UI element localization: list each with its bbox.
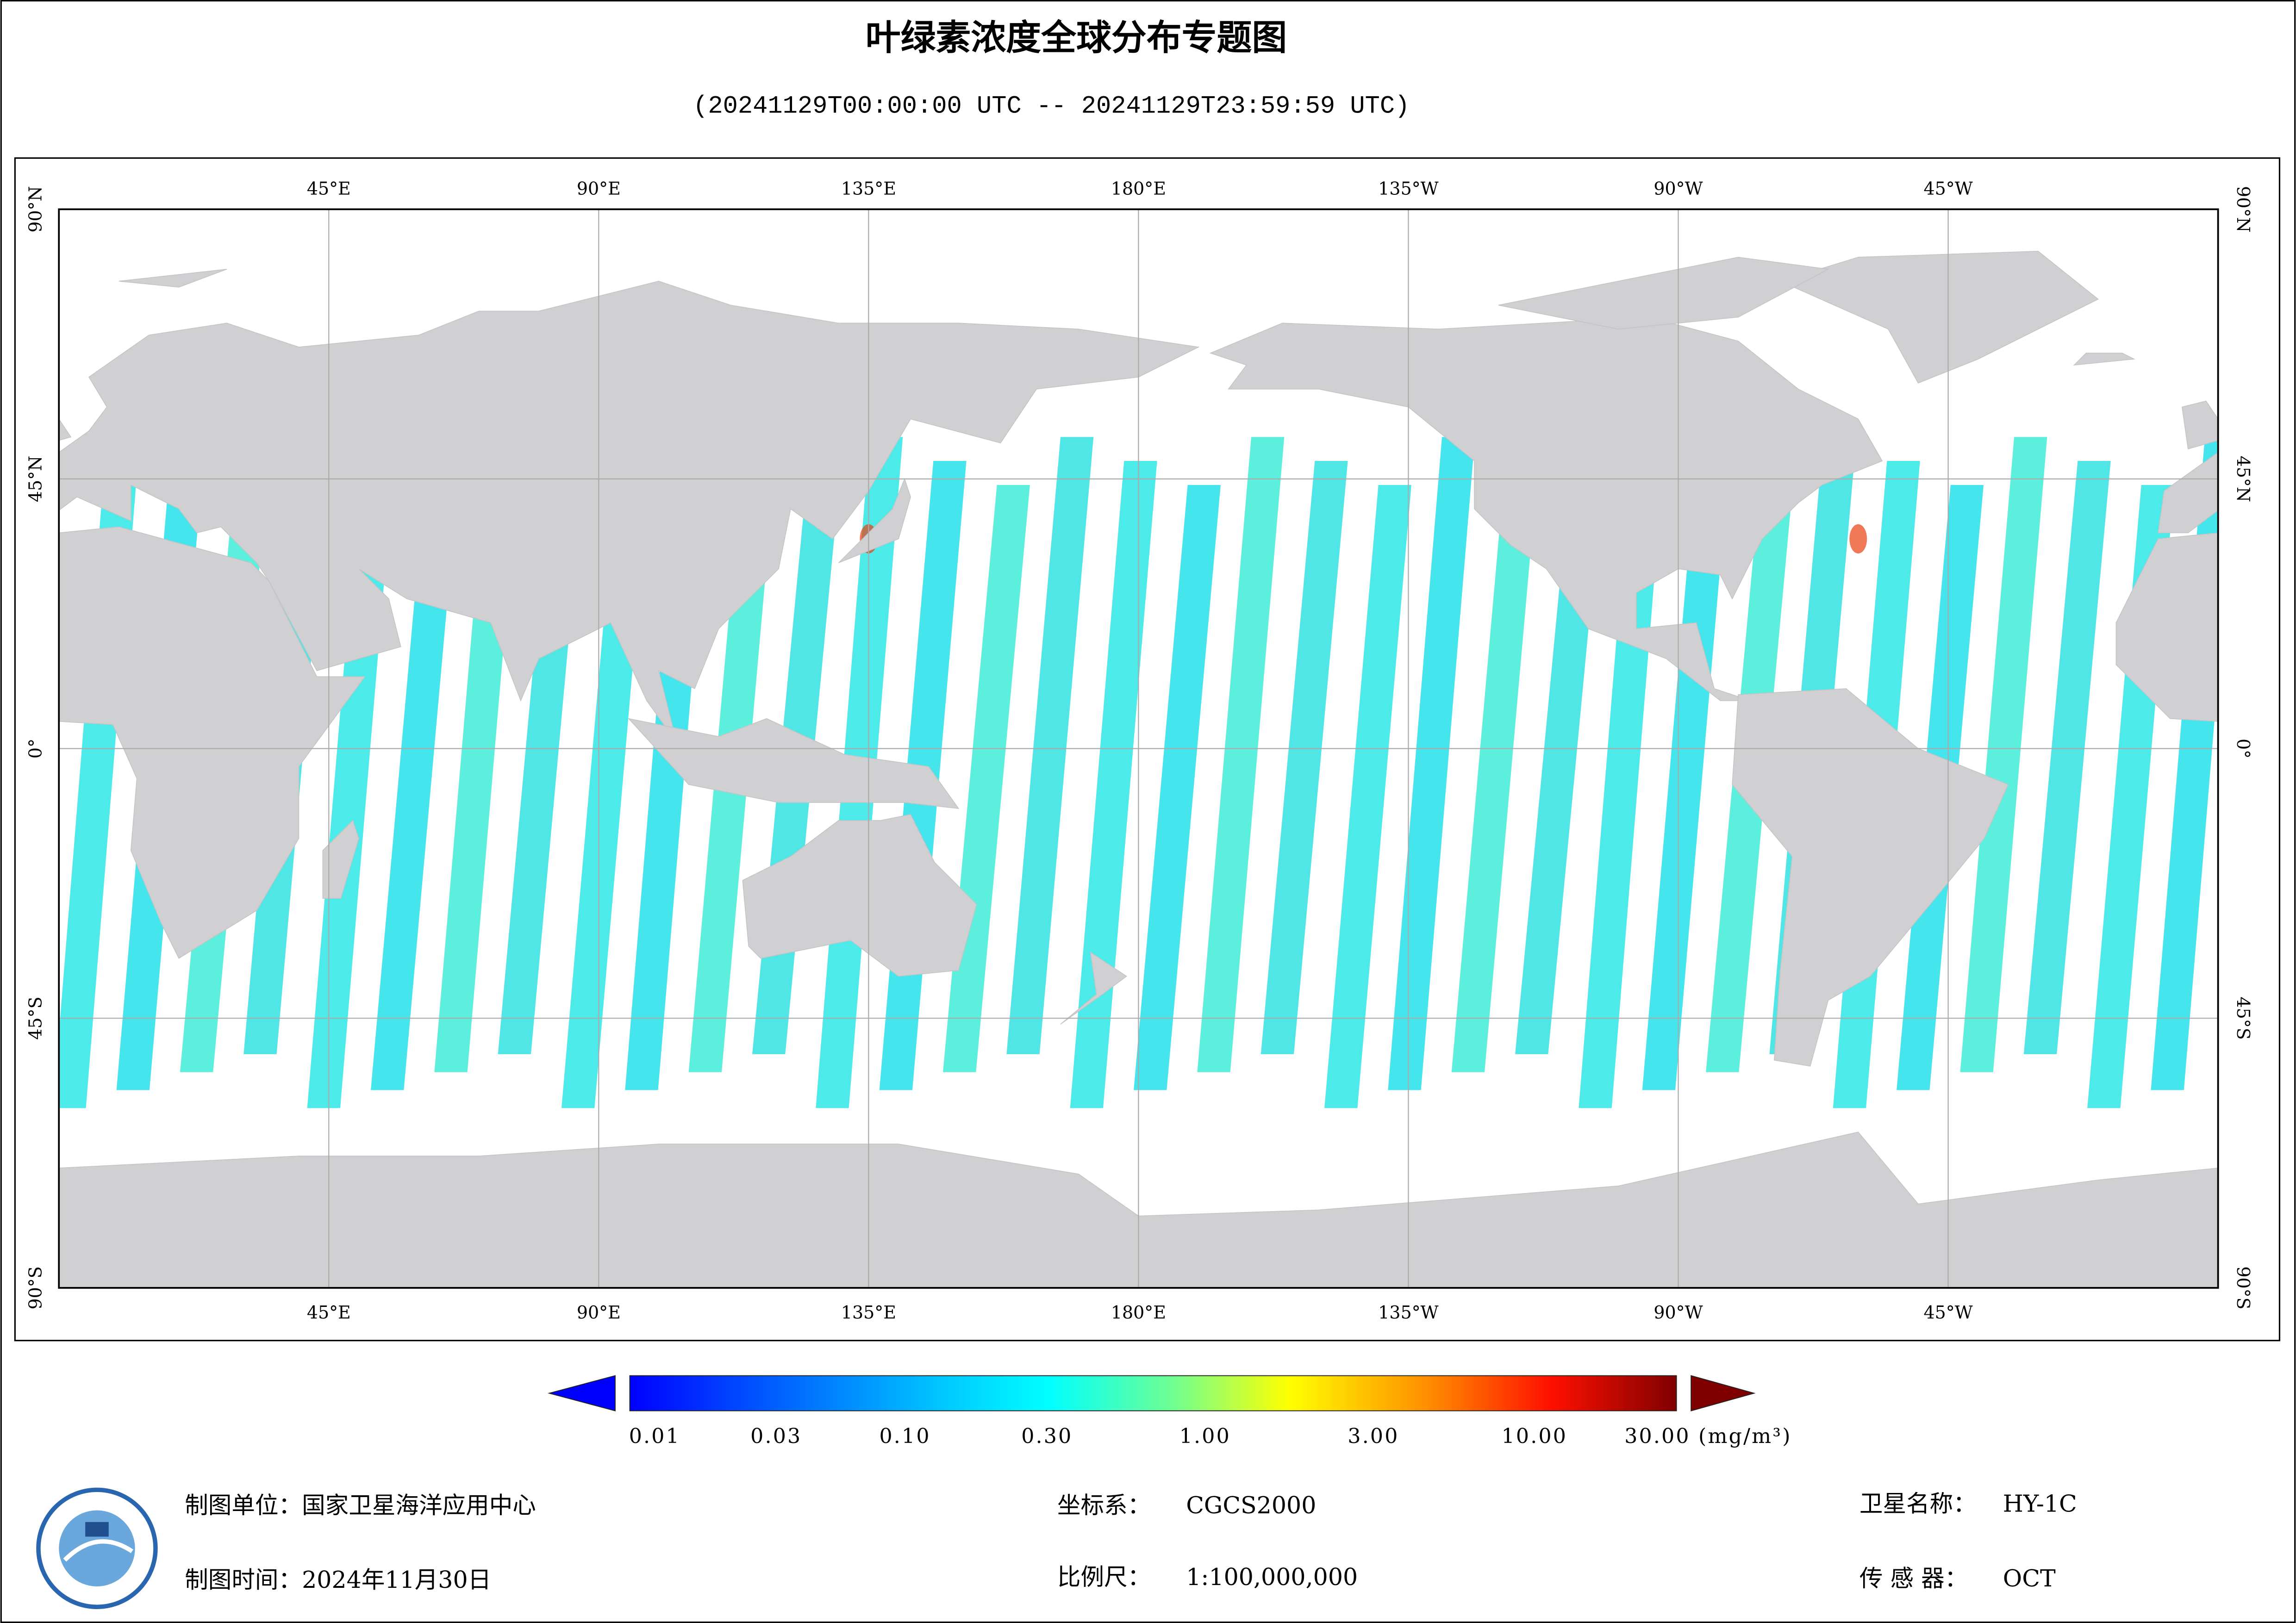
colorbar-label: 1.00	[1179, 1424, 1231, 1448]
landmass	[119, 268, 227, 288]
landmass	[1779, 251, 2099, 384]
swath	[1515, 485, 1602, 1054]
sensor: OCT	[2003, 1565, 2056, 1592]
sensor-label: 传 感 器：	[1859, 1565, 1968, 1592]
colorbar-label: 30.00	[1624, 1424, 1691, 1448]
lon-label-bottom: 180°E	[1111, 1302, 1166, 1323]
lat-label-right: 0°	[2233, 739, 2253, 759]
crs-label: 坐标系：	[1057, 1492, 1151, 1519]
logo-satellite	[85, 1522, 109, 1537]
lat-label-right: 90°N	[2233, 186, 2253, 232]
crs: CGCS2000	[1186, 1492, 1316, 1519]
landmass	[59, 280, 1200, 743]
title: 叶绿素浓度全球分布专题图	[866, 18, 1287, 58]
landmass	[2115, 532, 2218, 722]
map-labels: 45°E 45°E 90°E 90°E 135°E 135°E 180°E 180°E 135°…	[25, 179, 2253, 1323]
lon-label-top: 180°E	[1111, 179, 1166, 199]
landmass	[1732, 688, 2009, 1067]
landmass	[59, 418, 72, 441]
swath	[1642, 461, 1729, 1090]
colorbar-ramp	[629, 1375, 1677, 1412]
satellite-label: 卫星名称：	[1859, 1490, 1977, 1517]
colorbar-unit: (mg/m³)	[1698, 1424, 1792, 1448]
colorbar-label: 10.00	[1502, 1424, 1568, 1448]
landmass	[1209, 317, 1883, 701]
lat-label-left: 0°	[25, 739, 45, 759]
landmass	[2278, 269, 2296, 287]
colorbar-label: 3.00	[1348, 1424, 1399, 1448]
swath	[1006, 437, 1094, 1054]
landmass	[1060, 951, 1127, 1025]
swath	[370, 485, 458, 1090]
lon-label-top: 45°W	[1923, 179, 1972, 199]
lon-label-top: 90°E	[577, 179, 621, 199]
producer: 制图单位：国家卫星海洋应用中心	[185, 1492, 536, 1519]
lat-label-left: 90°N	[25, 186, 45, 232]
landmass	[742, 814, 977, 977]
lon-label-bottom: 90°W	[1653, 1302, 1703, 1323]
swath	[1324, 485, 1411, 1108]
scale: 1:100,000,000	[1186, 1563, 1358, 1591]
landmass	[59, 526, 366, 959]
landmass	[627, 718, 960, 809]
lat-label-left: 45°N	[25, 456, 45, 502]
lon-label-bottom: 45°E	[307, 1302, 351, 1323]
colorbar-labels: 0.01 0.03 0.10 0.30 1.00 3.00 10.00 30.00 (mg/m³…	[629, 1424, 1792, 1448]
lon-label-top: 135°E	[841, 179, 896, 199]
lat-label-left: 90°S	[25, 1266, 45, 1309]
logo-globe	[59, 1510, 135, 1586]
lat-label-right: 90°S	[2233, 1266, 2253, 1309]
swath	[1960, 437, 2047, 1072]
landmass	[322, 820, 359, 899]
subtitle: (20241129T00:00:00 UTC -- 20241129T23:59…	[693, 92, 1410, 120]
production-date: 制图时间：2024年11月30日	[185, 1566, 491, 1593]
map	[59, 209, 2296, 1288]
landmass	[2158, 452, 2218, 534]
lon-label-top: 135°W	[1378, 179, 1438, 199]
map-frame	[14, 157, 2281, 1342]
swath	[1070, 461, 1157, 1108]
colorbar-label: 0.01	[629, 1424, 680, 1448]
colorbar-label: 0.30	[1021, 1424, 1073, 1448]
graticule	[59, 209, 2218, 1288]
swath	[1578, 437, 1666, 1108]
colorbar: 0.01 0.03 0.10 0.30 1.00 3.00 10.00 30.00 (mg/m³…	[547, 1375, 1792, 1448]
swath	[1388, 437, 1475, 1090]
logo-wave	[63, 1539, 133, 1562]
colorbar-arrow-high	[1691, 1375, 1756, 1412]
lon-label-bottom: 90°E	[577, 1302, 621, 1323]
swath	[1197, 437, 1285, 1072]
landmass	[1498, 256, 1830, 330]
coastal-bloom	[1849, 524, 1867, 553]
colorbar-label: 0.03	[750, 1424, 802, 1448]
lat-label-left: 45°S	[25, 997, 45, 1040]
lat-label-right: 45°S	[2233, 997, 2253, 1040]
landmass	[2182, 400, 2218, 450]
colorbar-label: 0.10	[879, 1424, 930, 1448]
swath	[1134, 485, 1221, 1090]
lat-label-right: 45°N	[2233, 456, 2253, 502]
lon-label-bottom: 135°W	[1378, 1302, 1438, 1323]
swath	[2023, 461, 2111, 1054]
lon-label-bottom: 45°W	[1923, 1302, 1972, 1323]
lon-label-top: 45°E	[307, 179, 351, 199]
colorbar-arrow-low	[547, 1375, 616, 1412]
lon-label-top: 90°W	[1653, 179, 1703, 199]
landmass	[2073, 353, 2136, 366]
swath	[1451, 461, 1539, 1072]
swath	[1260, 461, 1348, 1054]
lon-label-bottom: 135°E	[841, 1302, 896, 1323]
logo	[36, 1487, 158, 1609]
satellite: HY-1C	[2003, 1490, 2077, 1517]
scale-label: 比例尺：	[1057, 1563, 1151, 1591]
map-border	[58, 208, 2219, 1289]
